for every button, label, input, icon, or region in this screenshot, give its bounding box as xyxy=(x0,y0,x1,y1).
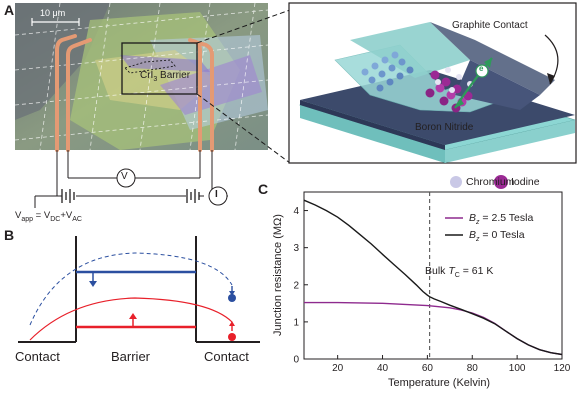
spin-up-barrier xyxy=(29,297,233,341)
barrier-label: CrI3 Barrier xyxy=(140,70,191,83)
y-axis-label: Junction resistance (MΩ) xyxy=(272,214,284,337)
x-tick-label: 100 xyxy=(509,363,526,374)
contact-left-label: Contact xyxy=(15,349,60,364)
spin-up-arrow-icon xyxy=(129,313,137,326)
legend-entry-2-5-tesla: Bz = 2.5 Tesla xyxy=(469,212,534,227)
y-tick-label: 2 xyxy=(293,280,299,291)
panel-label-c: C xyxy=(258,181,269,197)
y-tick-label: 3 xyxy=(293,243,299,254)
y-tick-label: 0 xyxy=(293,355,299,366)
panel-label-b: B xyxy=(4,227,15,243)
zoom-line-top xyxy=(196,9,291,44)
voltmeter-label: V xyxy=(121,171,128,182)
x-tick-label: 40 xyxy=(377,363,389,374)
spin-down-electron-icon xyxy=(228,286,236,302)
chromium-label: Chromium xyxy=(466,176,515,188)
spin-down-barrier xyxy=(29,252,233,326)
voltmeter-icon xyxy=(116,168,136,188)
panel-label-a: A xyxy=(4,2,15,18)
plot-frame xyxy=(303,191,563,360)
zoom-line-bottom xyxy=(196,93,291,164)
ammeter-icon xyxy=(208,186,228,206)
atoms-chromium xyxy=(361,51,414,92)
iodine-label: Iodine xyxy=(511,176,540,188)
x-tick-label: 120 xyxy=(554,363,571,374)
electron-icon xyxy=(475,64,489,78)
series-line-0 xyxy=(304,301,563,356)
x-axis-label: Temperature (Kelvin) xyxy=(388,377,491,389)
chromium-swatch xyxy=(450,176,462,188)
battery-left xyxy=(61,189,75,203)
x-tick-label: 60 xyxy=(422,363,434,374)
series-line-1 xyxy=(303,199,563,356)
contact-right-label: Contact xyxy=(204,349,249,364)
legend-entry-0-tesla: Bz = 0 Tesla xyxy=(469,229,525,244)
spin-down-arrow-icon xyxy=(89,273,97,287)
vapp-equation: Vapp = VDC+VAC xyxy=(15,210,82,223)
bulk-tc-annotation: Bulk TC = 61 K xyxy=(425,265,494,280)
barrier-band-label: Barrier xyxy=(111,349,151,364)
barrier-outline xyxy=(124,59,176,74)
iodine-swatch xyxy=(494,175,508,189)
x-tick-label: 20 xyxy=(332,363,344,374)
ammeter-label: I xyxy=(215,189,218,200)
boron-nitride-label: Boron Nitride xyxy=(415,122,474,133)
battery-right xyxy=(186,189,200,203)
x-tick-label: 80 xyxy=(467,363,479,374)
spin-up-electron-icon xyxy=(228,321,236,341)
y-tick-label: 4 xyxy=(293,206,299,217)
electron-symbol: e xyxy=(479,64,484,73)
graphite-contact-label: Graphite Contact xyxy=(452,20,528,31)
zoom-box xyxy=(121,42,198,95)
y-tick-label: 1 xyxy=(293,317,299,328)
scale-bar-label: 10 μm xyxy=(40,8,66,18)
